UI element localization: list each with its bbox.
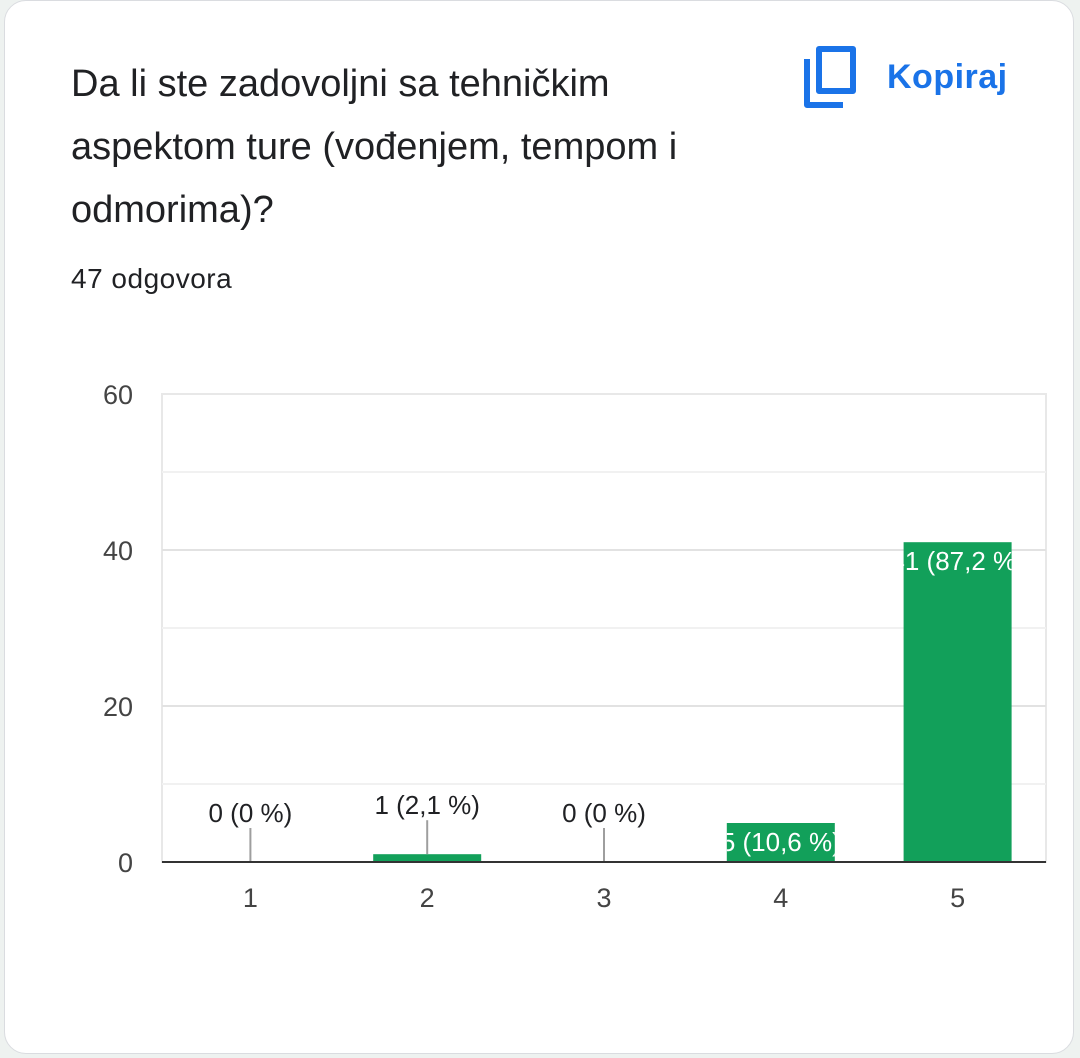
bar-data-label: 41 (87,2 %) [890,546,1024,576]
x-tick-label: 3 [596,883,611,913]
copy-button-label: Kopiraj [887,57,1008,96]
response-count: 47 odgovora [71,263,233,294]
x-tick-label: 4 [773,883,788,913]
question-title: Da li ste zadovoljni sa tehničkim aspekt… [71,63,678,231]
y-tick-label: 20 [103,692,133,722]
x-tick-label: 1 [243,883,258,913]
y-tick-label: 60 [103,380,133,410]
bar-data-label: 0 (0 %) [208,798,292,828]
x-tick-label: 5 [950,883,965,913]
y-tick-label: 0 [118,848,133,878]
bar-data-label: 5 (10,6 %) [721,827,841,857]
bar-data-label: 1 (2,1 %) [374,790,480,820]
question-card: Da li ste zadovoljni sa tehničkim aspekt… [4,0,1074,1054]
copy-icon [804,46,856,108]
bar [373,854,482,862]
y-tick-label: 40 [103,536,133,566]
bar [903,542,1012,862]
bar [726,823,835,862]
bar-data-label: 0 (0 %) [562,798,646,828]
copy-button[interactable]: Kopiraj [803,45,1008,109]
x-tick-label: 2 [420,883,435,913]
